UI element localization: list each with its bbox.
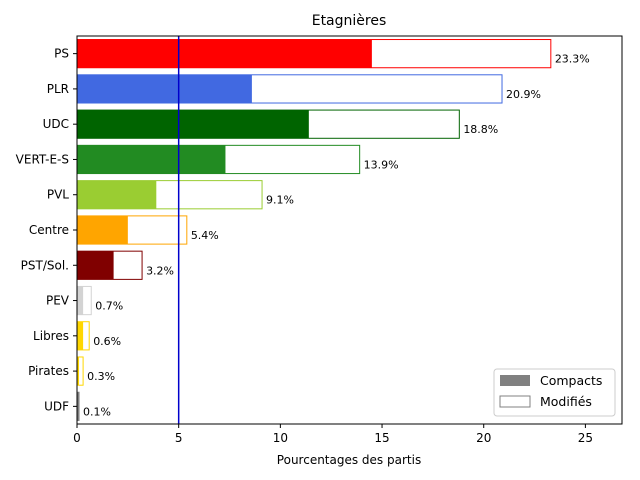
x-tick-label-15: 15 [374,431,389,445]
x-tick-label-25: 25 [578,431,593,445]
value-label-pirates: 0.3% [87,370,115,383]
chart-title: Etagnières [312,13,387,29]
value-label-libres: 0.6% [93,335,121,348]
y-tick-label-pvl: PVL [47,188,69,202]
value-label-pev: 0.7% [95,300,123,313]
bar-compacts-ps [77,39,372,68]
y-tick-label-centre: Centre [29,223,69,237]
y-tick-label-libres: Libres [33,329,69,343]
legend-compacts-swatch [500,375,530,386]
legend: Compacts Modifiés [493,368,616,417]
bar-compacts-pirates [77,356,80,386]
x-tick-label-10: 10 [273,431,288,445]
value-label-udc: 18.8% [463,123,498,136]
bar-compacts-pev [77,286,84,315]
value-label-udf: 0.1% [83,405,111,418]
bar-compacts-udf [77,392,80,421]
x-axis-label: Pourcentages des partis [277,453,421,467]
bar-compacts-centre [77,215,128,245]
value-label-pst-sol: 3.2% [146,264,174,277]
bars-group: 23.3% 20.9% 18.8% 13.9% 9.1% 5.4% 3.2% 0.7% 0.6%… [76,39,590,421]
legend-compacts-label: Compacts [540,373,602,388]
bar-compacts-pst-sol [77,251,114,280]
bar-compacts-libres [77,321,84,350]
bar-compacts-plr [77,74,252,104]
y-tick-label-pirates: Pirates [28,364,69,378]
x-tick-label-5: 5 [175,431,183,445]
legend-modifies-label: Modifiés [540,394,592,409]
value-label-vert-e-s: 13.9% [364,158,399,171]
value-label-pvl: 9.1% [266,194,294,207]
bar-compacts-vert-e-s [77,145,226,174]
bar-compacts-pvl [77,180,157,209]
value-label-plr: 20.9% [506,88,541,101]
value-label-centre: 5.4% [191,229,219,242]
y-tick-label-plr: PLR [47,82,69,96]
x-tick-label-20: 20 [476,431,491,445]
value-label-ps: 23.3% [555,53,590,66]
axis-ticks: PS PLR UDC VERT-E-S PVL Centre PST/Sol. PEV Libr… [16,47,593,445]
y-tick-label-udf: UDF [44,399,69,413]
legend-modifies-swatch [499,395,531,408]
y-tick-label-vert-e-s: VERT-E-S [16,152,69,166]
y-tick-label-ps: PS [54,47,69,61]
y-tick-label-udc: UDC [43,117,69,131]
bar-compacts-udc [77,110,309,139]
y-tick-label-pst-sol: PST/Sol. [21,258,69,272]
y-tick-label-pev: PEV [46,294,70,308]
x-tick-label-0: 0 [73,431,81,445]
